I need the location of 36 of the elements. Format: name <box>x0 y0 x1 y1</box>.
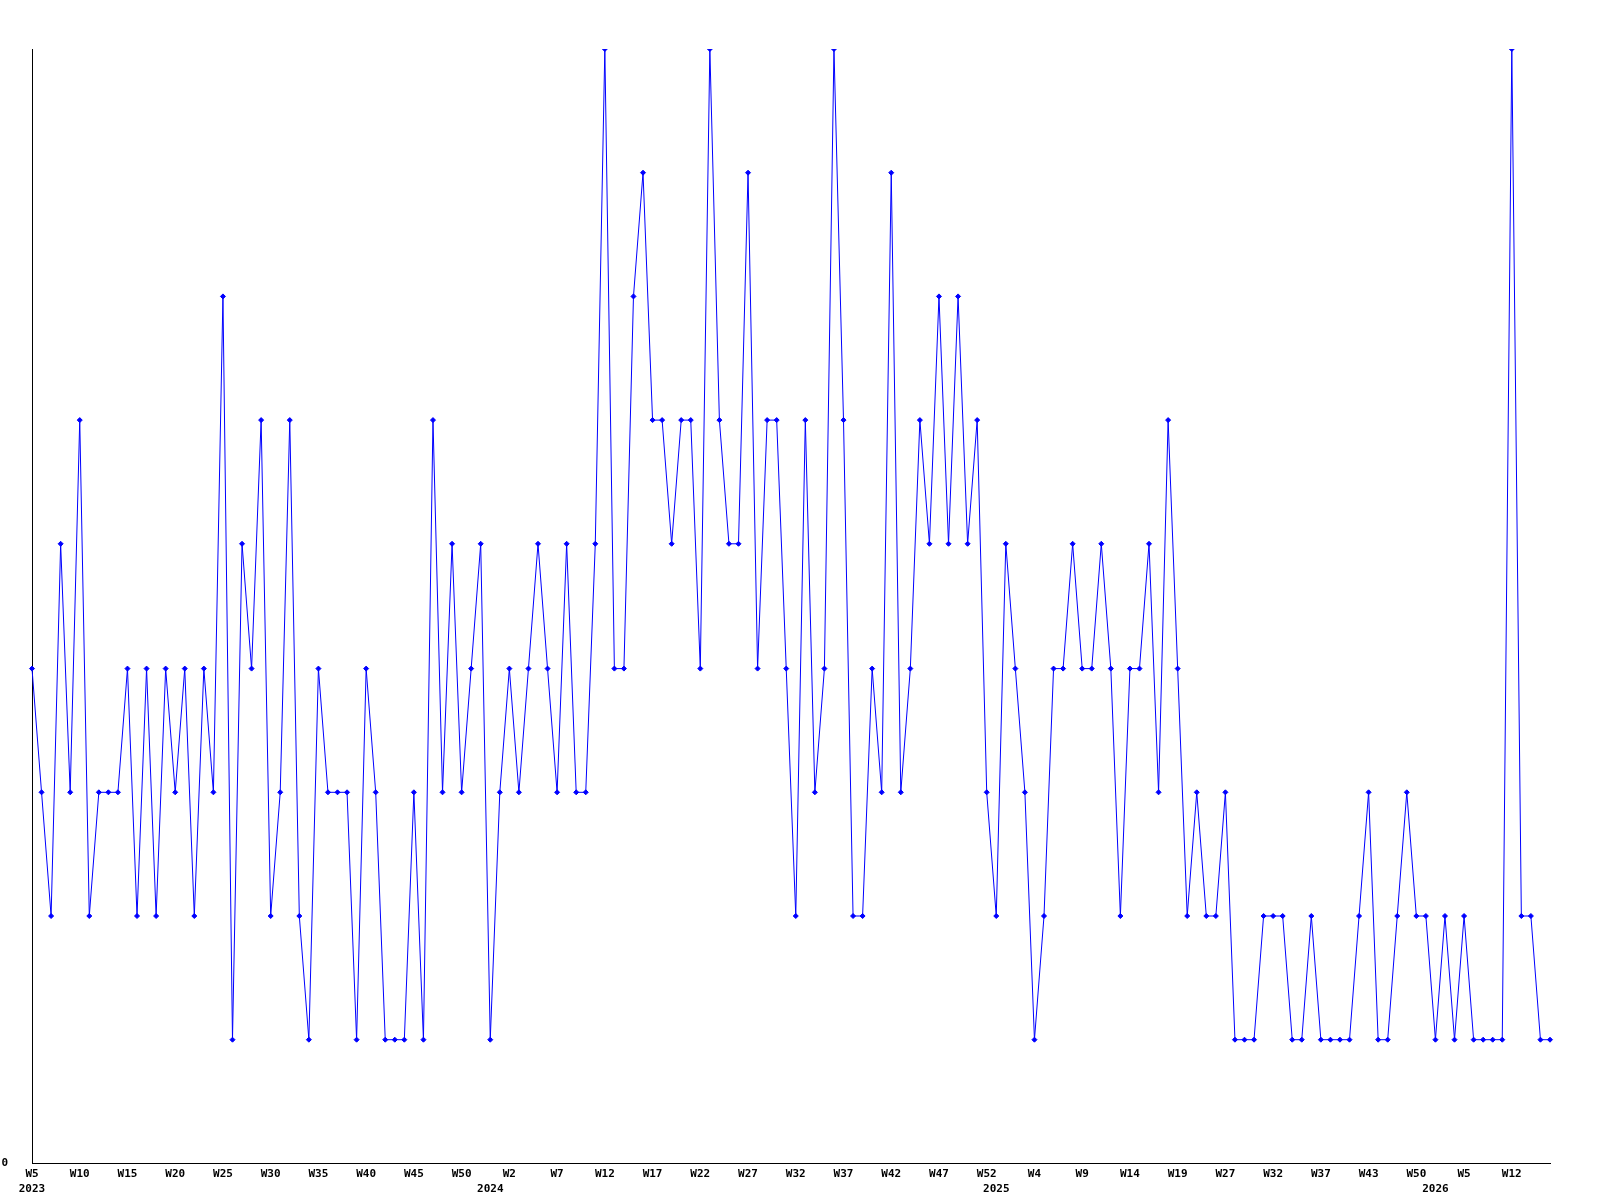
x-tick-label: W22 <box>690 1167 711 1181</box>
x-tick-label: W50 <box>1406 1167 1427 1181</box>
x-tick-label: W10 <box>69 1167 90 1181</box>
x-tick-label: W5 2023 <box>18 1167 46 1195</box>
x-tick-label: W32 <box>785 1167 806 1181</box>
x-tick-label: W50 <box>451 1167 472 1181</box>
x-tick-label: W12 <box>594 1167 615 1181</box>
x-tick-label: W15 <box>117 1167 138 1181</box>
x-tick-label: W17 <box>642 1167 663 1181</box>
x-tick-label: W4 <box>1027 1167 1042 1181</box>
x-tick-label: W40 <box>356 1167 377 1181</box>
x-tick-label: W27 <box>738 1167 758 1181</box>
x-tick-label: W37 <box>833 1167 854 1181</box>
x-tick-label: W14 <box>1119 1167 1141 1181</box>
x-tick-label: W7 <box>550 1167 564 1181</box>
text: 0 <box>1 1156 8 1170</box>
x-tick-label: W42 <box>881 1167 902 1181</box>
x-tick-label: W37 <box>1310 1167 1331 1181</box>
x-tick-label: W32 <box>1263 1167 1284 1181</box>
x-tick-label: W27 <box>1215 1167 1236 1181</box>
x-tick-label: W30 <box>260 1167 281 1181</box>
x-tick-label: W35 <box>308 1167 329 1181</box>
x-tick-label: W19 <box>1167 1167 1188 1181</box>
x-tick-label: W47 <box>929 1167 949 1181</box>
x-tick-label: W9 <box>1075 1167 1089 1181</box>
x-tick-label: W52 <box>976 1167 997 1181</box>
x-tick-label: 2024 <box>477 1181 504 1195</box>
x-tick-label: W45 <box>403 1167 424 1181</box>
x-tick-label: W43 <box>1358 1167 1379 1181</box>
x-tick-label: W5 <box>1457 1167 1471 1181</box>
x-tick-label: W25 <box>213 1167 233 1181</box>
x-tick-label: W2 <box>502 1167 516 1181</box>
x-tick-label: W20 <box>165 1167 186 1181</box>
x-tick-label: 2026 <box>1422 1181 1450 1195</box>
x-tick-label: 2025 <box>983 1181 1010 1195</box>
x-tick-label: W12 <box>1501 1167 1522 1181</box>
